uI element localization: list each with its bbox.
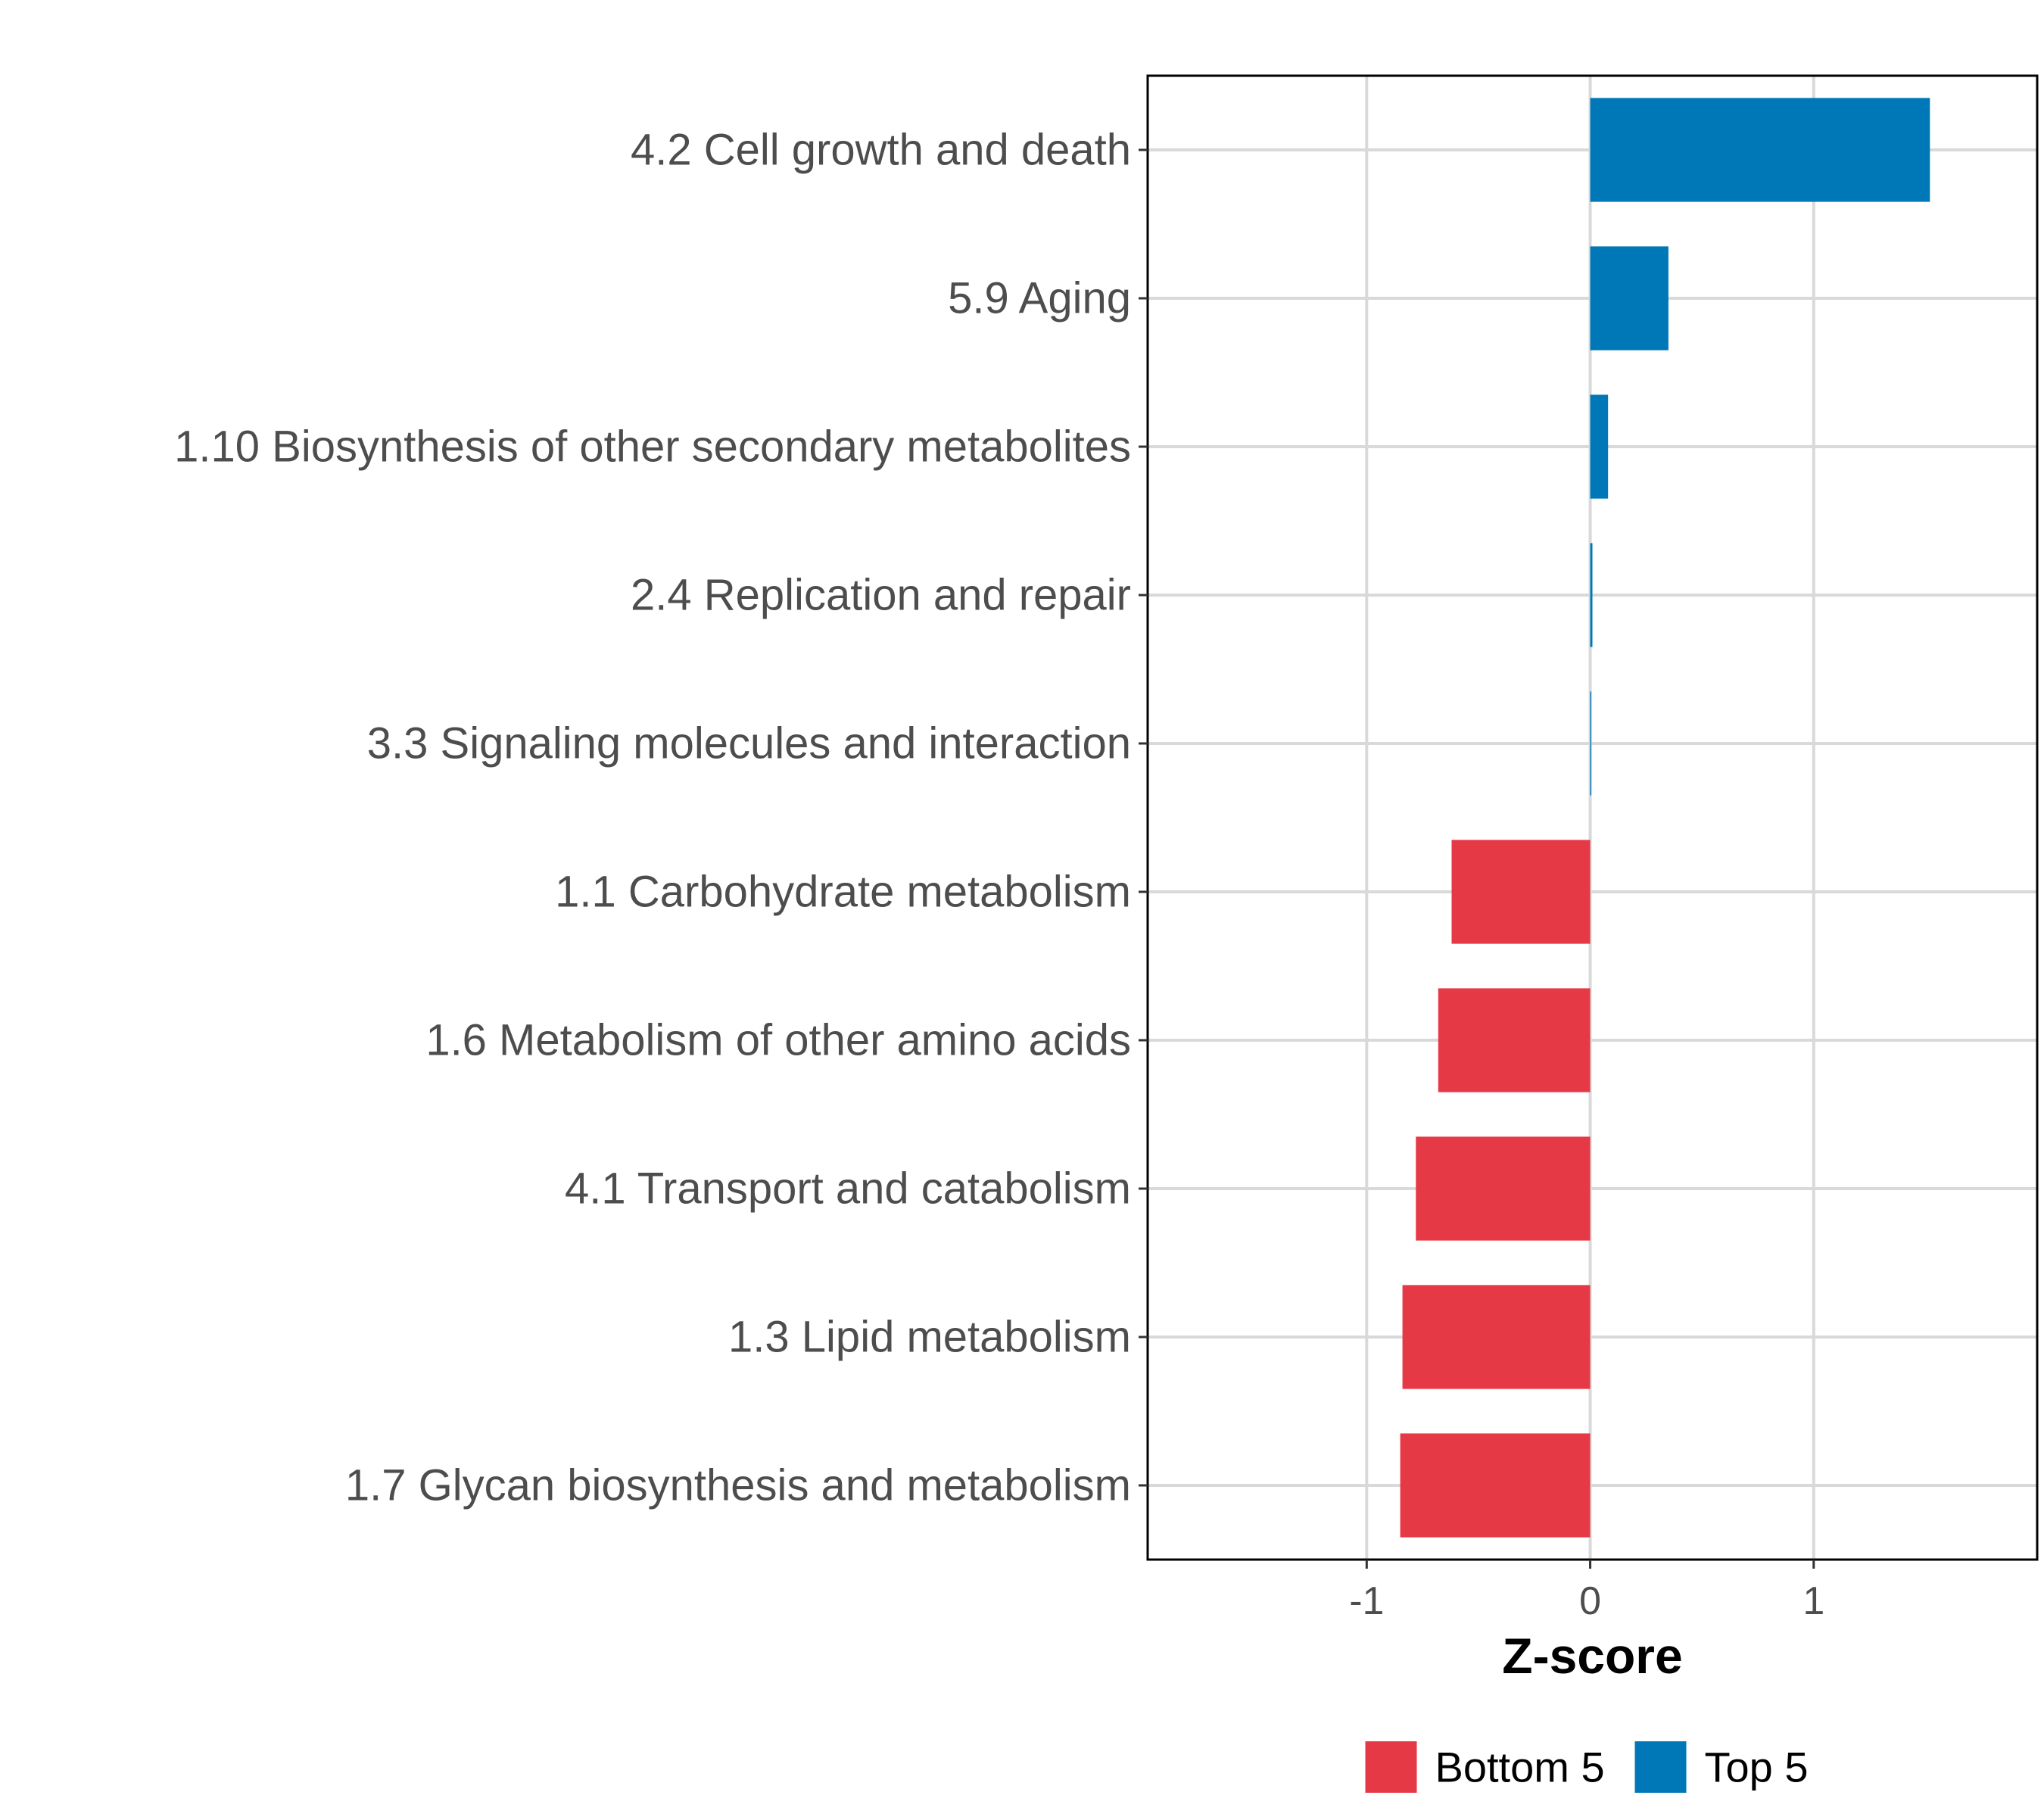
category-label: 5.9 Aging	[948, 274, 1131, 323]
bar-7	[1438, 988, 1591, 1092]
category-label: 1.1 Carbohydrate metabolism	[555, 868, 1131, 917]
x-tick-label: 0	[1579, 1579, 1601, 1623]
legend-swatch-1	[1365, 1741, 1417, 1793]
x-tick-label: -1	[1349, 1579, 1384, 1623]
plot-panel-border	[1146, 74, 2039, 1561]
legend: Bottom 5 Top 5	[1365, 1741, 1809, 1793]
bar-5	[1590, 691, 1592, 796]
bar-4	[1590, 543, 1593, 647]
bar-3	[1590, 394, 1609, 499]
bar-6	[1451, 840, 1591, 944]
category-label: 3.3 Signaling molecules and interaction	[367, 719, 1131, 768]
legend-label: Bottom 5	[1435, 1744, 1605, 1791]
category-label: 1.3 Lipid metabolism	[728, 1313, 1131, 1362]
category-label: 2.4 Replication and repair	[631, 571, 1131, 620]
category-label: 4.2 Cell growth and death	[631, 126, 1131, 175]
category-label: 1.6 Metabolism of other amino acids	[425, 1016, 1131, 1065]
legend-swatch-2	[1634, 1741, 1687, 1793]
x-axis-title: Z-score	[1502, 1628, 1682, 1684]
bar-8	[1416, 1136, 1591, 1241]
category-label: 1.7 Glycan biosynthesis and metabolism	[345, 1461, 1131, 1510]
bar-1	[1590, 98, 1930, 202]
bar-9	[1402, 1285, 1591, 1389]
bars	[1400, 98, 1930, 1538]
x-tick-label: 1	[1803, 1579, 1824, 1623]
bar-2	[1590, 246, 1669, 351]
category-label: 1.10 Biosynthesis of other secondary met…	[174, 422, 1131, 472]
y-axis: 4.2 Cell growth and death 5.9 Aging 1.10 B…	[174, 126, 1148, 1510]
category-label: 4.1 Transport and catabolism	[565, 1164, 1131, 1214]
legend-label: Top 5	[1705, 1744, 1809, 1791]
x-axis: -1 0 1	[1349, 1560, 1824, 1623]
bar-10	[1400, 1433, 1591, 1538]
